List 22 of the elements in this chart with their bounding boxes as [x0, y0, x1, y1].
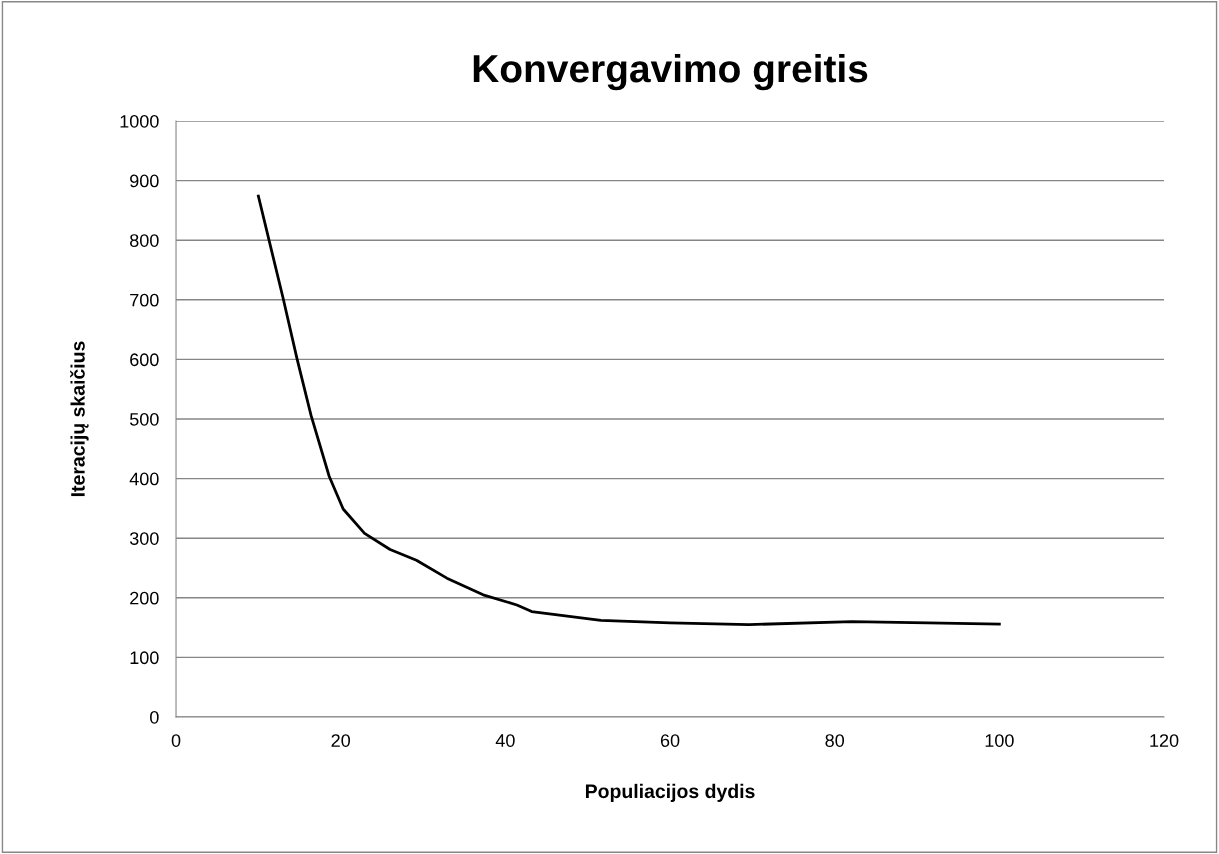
line-series [256, 194, 1001, 627]
x-tick-label: 80 [825, 734, 845, 747]
x-tick-label: 120 [1150, 734, 1179, 747]
y-tick-label: 900 [130, 174, 159, 188]
y-tick-label: 700 [130, 293, 159, 307]
y-tick-label: 400 [129, 472, 159, 486]
x-tick-label: 40 [495, 734, 515, 747]
x-tick-label: 100 [985, 734, 1014, 747]
y-tick-label: 800 [130, 234, 159, 247]
y-tick-label: 0 [150, 710, 159, 724]
y-tick-label: 600 [130, 353, 159, 367]
chart-title: Konvergavimo greitis [473, 53, 868, 91]
y-tick-label: 300 [129, 532, 159, 545]
x-axis-title: Populiacijos dydis [585, 783, 755, 802]
x-tick-label: 60 [660, 734, 680, 747]
y-tick-label: 100 [130, 651, 159, 665]
x-tick-label: 0 [171, 734, 181, 747]
y-axis-title: Iteracijų skaičius [70, 341, 89, 497]
y-tick-label: 500 [129, 412, 159, 426]
y-tick-label: 1000 [120, 114, 159, 128]
y-tick-label: 200 [130, 591, 159, 605]
x-tick-label: 20 [331, 734, 351, 747]
